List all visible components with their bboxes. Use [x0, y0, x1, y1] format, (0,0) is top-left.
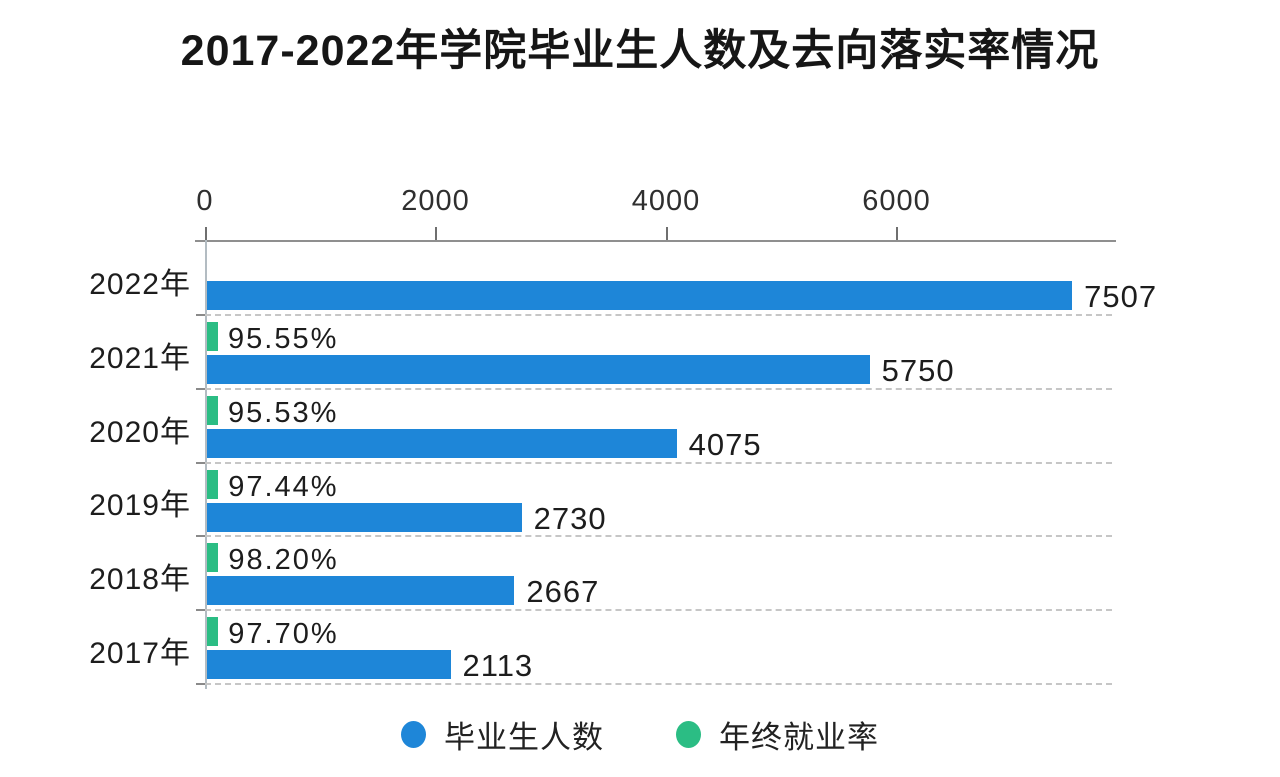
- year-label: 2020年: [89, 415, 191, 449]
- row-gridline: [205, 387, 1112, 390]
- x-axis-tick: [665, 227, 668, 240]
- employment-rate-bar: [207, 469, 219, 499]
- x-axis-tick-label: 6000: [862, 185, 931, 217]
- graduates-bar: [207, 281, 1073, 310]
- row-gridline: [205, 609, 1112, 612]
- legend-label: 年终就业率: [719, 720, 879, 755]
- legend-label: 毕业生人数: [444, 720, 604, 755]
- x-axis-tick: [896, 227, 899, 240]
- x-axis-line: [195, 240, 1116, 242]
- year-label: 2018年: [89, 563, 191, 597]
- rate-label: 97.44%: [228, 470, 339, 503]
- value-label: 5750: [881, 352, 955, 388]
- y-axis-tick: [196, 609, 205, 612]
- year-label: 2022年: [89, 267, 191, 301]
- x-axis-tick: [205, 227, 207, 240]
- graduates-bar: [207, 428, 677, 458]
- legend: 毕业生人数 年终就业率: [0, 712, 1280, 757]
- year-label: 2021年: [89, 341, 191, 375]
- legend-dot-icon: [676, 721, 701, 748]
- employment-rate-bar: [207, 395, 218, 425]
- value-label: 4075: [688, 426, 762, 462]
- x-axis-tick-label: 0: [196, 185, 214, 217]
- employment-rate-bar: [207, 617, 219, 647]
- value-label: 2730: [533, 500, 607, 536]
- y-axis-tick: [196, 313, 205, 316]
- row-gridline: [205, 461, 1112, 464]
- y-axis-line: [205, 240, 207, 689]
- y-axis-tick: [196, 535, 205, 538]
- value-label: 2113: [462, 648, 534, 684]
- legend-dot-icon: [401, 721, 426, 748]
- graduates-bar: [207, 650, 451, 680]
- value-label: 2667: [526, 574, 600, 610]
- y-axis-tick: [196, 683, 205, 685]
- rate-label: 95.53%: [228, 396, 339, 429]
- year-label: 2019年: [89, 489, 191, 523]
- y-axis-tick: [196, 387, 205, 390]
- x-axis-tick: [435, 227, 438, 240]
- row-gridline: [205, 535, 1112, 538]
- rate-label: 97.70%: [228, 618, 339, 651]
- y-axis-tick: [196, 461, 205, 464]
- rate-label: 98.20%: [228, 544, 339, 577]
- graduates-bar: [207, 576, 515, 606]
- graduates-bar: [207, 502, 522, 532]
- year-label: 2017年: [89, 637, 191, 671]
- graduates-bar: [207, 354, 870, 384]
- row-gridline: [205, 313, 1112, 316]
- legend-item[interactable]: 毕业生人数: [401, 712, 604, 757]
- employment-rate-bar: [207, 543, 219, 573]
- employment-rate-bar: [207, 321, 218, 351]
- value-label: 7507: [1084, 279, 1158, 314]
- x-axis-tick-label: 4000: [631, 185, 701, 217]
- chart-title: 2017-2022年学院毕业生人数及去向落实率情况: [180, 27, 1100, 75]
- x-axis-tick-label: 2000: [401, 185, 470, 217]
- rate-label: 95.55%: [228, 322, 339, 355]
- legend-item[interactable]: 年终就业率: [676, 712, 879, 757]
- row-gridline: [205, 683, 1112, 685]
